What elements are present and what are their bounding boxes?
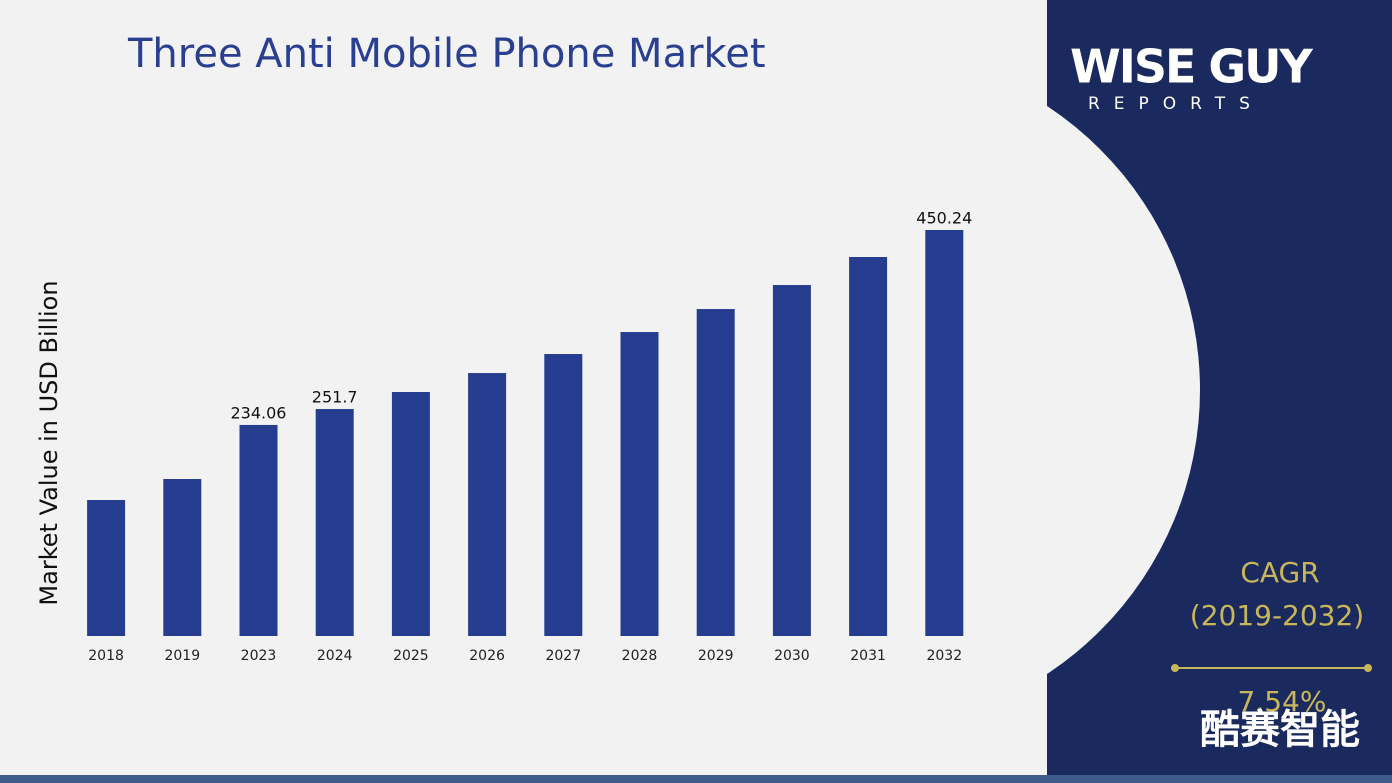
bar [696,309,735,636]
logo-title: WISE GUY [1070,40,1314,94]
x-tick-label: 2024 [317,648,353,664]
watermark: 酷赛智能 [1200,707,1360,753]
data-label: 234.06 [231,403,287,422]
bar [772,285,811,636]
x-tick-label: 2028 [622,648,658,664]
cagr-value: 7.54% [1238,685,1327,718]
x-tick-label: 2026 [469,648,505,664]
x-tick-label: 2029 [698,648,734,664]
x-tick-label: 2019 [164,648,200,664]
bar [391,391,430,636]
x-tick-label: 2031 [850,648,886,664]
x-tick-label: 2018 [88,648,124,664]
bar [87,500,126,636]
divider-dot [1364,664,1372,672]
x-tick-label: 2030 [774,648,810,664]
chart-title: Three Anti Mobile Phone Market [127,31,766,77]
bar [925,230,964,636]
cagr-period: (2019-2032) [1190,599,1364,632]
cagr-label: CAGR [1240,556,1319,589]
bar [544,354,583,636]
x-tick-label: 2032 [926,648,962,664]
bar [468,373,507,636]
bar [620,332,659,636]
divider-dot [1171,664,1179,672]
x-tick-label: 2023 [241,648,277,664]
logo-subtitle: REPORTS [1088,94,1264,114]
bar [315,409,354,636]
x-tick-label: 2027 [545,648,581,664]
data-label: 251.7 [312,388,358,407]
bar [163,479,202,636]
y-axis-label: Market Value in USD Billion [35,280,63,605]
data-label: 450.24 [916,209,972,228]
bar [849,256,888,636]
bottom-strip [0,775,1392,783]
x-tick-label: 2025 [393,648,429,664]
bar [239,424,278,636]
